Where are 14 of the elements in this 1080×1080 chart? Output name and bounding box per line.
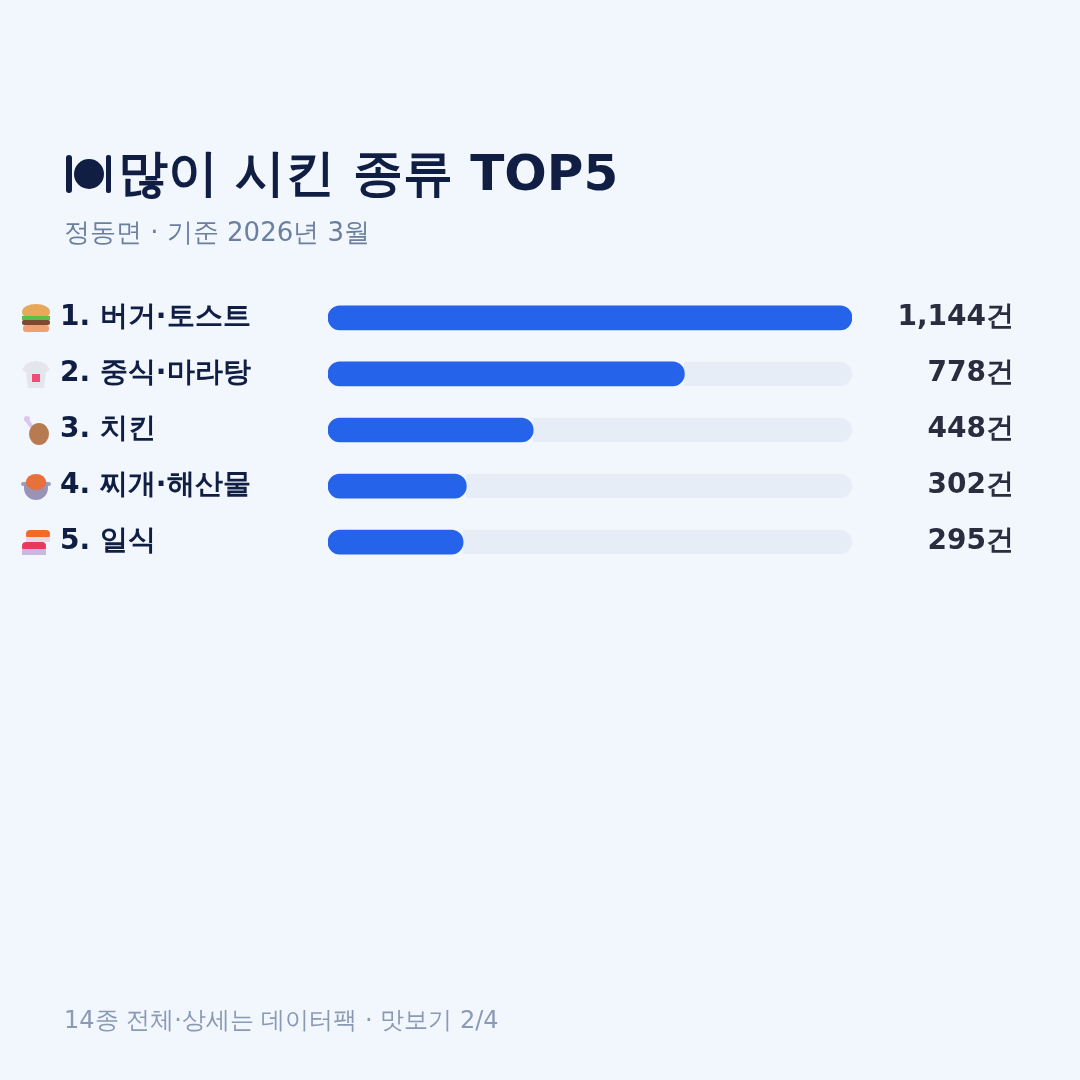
y-tick-label: 5. 일식 bbox=[60, 523, 156, 557]
y-tick-label: 1. 버거·토스트 bbox=[60, 299, 251, 333]
data-label: 302건 bbox=[927, 467, 1014, 501]
data-label: 448건 bbox=[927, 411, 1014, 445]
y-tick-label: 2. 중식·마라탕 bbox=[60, 355, 251, 389]
y-tick-label: 4. 찌개·해산물 bbox=[60, 467, 251, 501]
chart-title: 많이 시킨 종류 TOP5 bbox=[118, 143, 619, 204]
y-tick-label: 3. 치킨 bbox=[60, 411, 156, 445]
bar bbox=[328, 305, 852, 331]
data-label: 295건 bbox=[927, 523, 1014, 557]
chart-subtitle: 정동면 · 기준 2026년 3월 bbox=[64, 216, 371, 249]
text: 14종 전체·상세는 데이터팩 · 맛보기 2/4 bbox=[64, 1005, 499, 1036]
data-label: 1,144건 bbox=[897, 299, 1014, 333]
data-label: 778건 bbox=[927, 355, 1014, 389]
